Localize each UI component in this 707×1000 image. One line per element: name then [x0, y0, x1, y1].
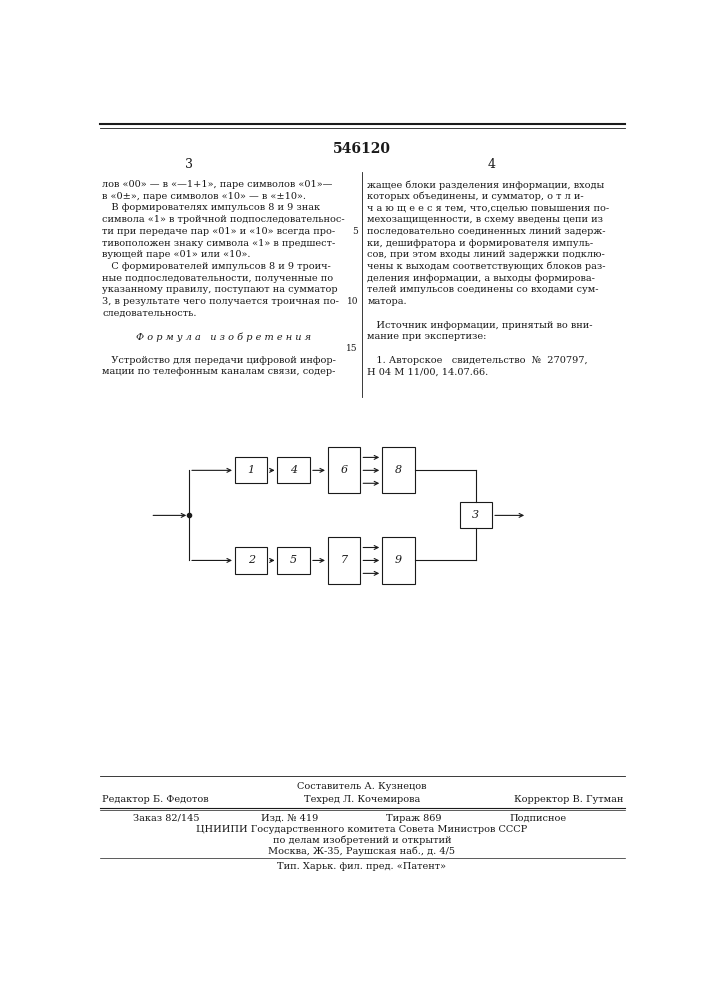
Text: ч а ю щ е е с я тем, что,сцелью повышения по-: ч а ю щ е е с я тем, что,сцелью повышени… [368, 203, 609, 212]
Text: Составитель А. Кузнецов: Составитель А. Кузнецов [297, 782, 427, 791]
Text: мехозащищенности, в схему введены цепи из: мехозащищенности, в схему введены цепи и… [368, 215, 603, 224]
Text: последовательно соединенных линий задерж-: последовательно соединенных линий задерж… [368, 227, 606, 236]
Text: мание при экспертизе:: мание при экспертизе: [368, 332, 486, 341]
Text: ные подпоследовательности, полученные по: ные подпоследовательности, полученные по [103, 274, 334, 283]
Text: которых объединены, и сумматор, о т л и-: которых объединены, и сумматор, о т л и- [368, 192, 584, 201]
Bar [460, 502, 492, 528]
Text: матора.: матора. [368, 297, 407, 306]
Text: Тип. Харьк. фил. пред. «Патент»: Тип. Харьк. фил. пред. «Патент» [277, 862, 446, 871]
Text: сов, при этом входы линий задержки подклю-: сов, при этом входы линий задержки подкл… [368, 250, 605, 259]
Text: Ф о р м у л а   и з о б р е т е н и я: Ф о р м у л а и з о б р е т е н и я [136, 332, 312, 342]
Text: Изд. № 419: Изд. № 419 [262, 814, 318, 823]
Text: ЦНИИПИ Государственного комитета Совета Министров СССР: ЦНИИПИ Государственного комитета Совета … [197, 825, 527, 834]
Text: вующей паре «01» или «10».: вующей паре «01» или «10». [103, 250, 251, 259]
Bar [382, 537, 414, 584]
Text: Подписное: Подписное [509, 814, 566, 823]
Text: 1: 1 [247, 465, 255, 475]
Text: 3, в результате чего получается троичная по-: 3, в результате чего получается троичная… [103, 297, 339, 306]
Text: Корректор В. Гутман: Корректор В. Гутман [514, 795, 623, 804]
Text: деления информации, а выходы формирова-: деления информации, а выходы формирова- [368, 274, 595, 283]
Text: 8: 8 [395, 465, 402, 475]
Text: в «0±», паре символов «10» — в «±10».: в «0±», паре символов «10» — в «±10». [103, 192, 306, 201]
Text: Тираж 869: Тираж 869 [386, 814, 442, 823]
Bar [235, 547, 267, 574]
Text: 4: 4 [487, 158, 496, 171]
Bar [328, 447, 361, 493]
Text: Заказ 82/145: Заказ 82/145 [133, 814, 199, 823]
Text: 6: 6 [341, 465, 348, 475]
Text: символа «1» в тройчной подпоследовательнос-: символа «1» в тройчной подпоследовательн… [103, 215, 345, 224]
Text: ти при передаче пар «01» и «10» всегда про-: ти при передаче пар «01» и «10» всегда п… [103, 227, 335, 236]
Text: следовательность.: следовательность. [103, 309, 197, 318]
Text: лов «00» — в «—1+1», паре символов «01»—: лов «00» — в «—1+1», паре символов «01»— [103, 180, 333, 189]
Text: Москва, Ж-35, Раушская наб., д. 4/5: Москва, Ж-35, Раушская наб., д. 4/5 [269, 846, 455, 856]
Bar [328, 537, 361, 584]
Text: жащее блоки разделения информации, входы: жащее блоки разделения информации, входы [368, 180, 604, 190]
Text: 7: 7 [341, 555, 348, 565]
Text: тивоположен знаку символа «1» в предшест-: тивоположен знаку символа «1» в предшест… [103, 239, 336, 248]
Text: 4: 4 [290, 465, 298, 475]
Text: Устройство для передачи цифровой инфор-: Устройство для передачи цифровой инфор- [103, 356, 337, 365]
Text: 1. Авторское   свидетельство  №  270797,: 1. Авторское свидетельство № 270797, [368, 356, 588, 365]
Text: мации по телефонным каналам связи, содер-: мации по телефонным каналам связи, содер… [103, 367, 336, 376]
Text: чены к выходам соответствующих блоков раз-: чены к выходам соответствующих блоков ра… [368, 262, 606, 271]
Text: В формирователях импульсов 8 и 9 знак: В формирователях импульсов 8 и 9 знак [103, 203, 320, 212]
Text: 3: 3 [472, 510, 479, 520]
Text: Техред Л. Кочемирова: Техред Л. Кочемирова [304, 795, 420, 804]
Text: 2: 2 [247, 555, 255, 565]
Bar [382, 447, 414, 493]
Text: 5: 5 [290, 555, 298, 565]
Bar [235, 457, 267, 483]
Text: по делам изобретений и открытий: по делам изобретений и открытий [273, 835, 451, 845]
Text: Источник информации, принятый во вни-: Источник информации, принятый во вни- [368, 321, 593, 330]
Text: ки, дешифратора и формирователя импуль-: ки, дешифратора и формирователя импуль- [368, 239, 593, 248]
Text: 5: 5 [352, 227, 358, 236]
Text: 9: 9 [395, 555, 402, 565]
Bar [277, 457, 310, 483]
Text: 15: 15 [346, 344, 358, 353]
Bar [277, 547, 310, 574]
Text: указанному правилу, поступают на сумматор: указанному правилу, поступают на суммато… [103, 285, 338, 294]
Text: Н 04 М 11/00, 14.07.66.: Н 04 М 11/00, 14.07.66. [368, 367, 489, 376]
Text: 3: 3 [185, 158, 193, 171]
Text: 10: 10 [346, 297, 358, 306]
Text: С формирователей импульсов 8 и 9 троич-: С формирователей импульсов 8 и 9 троич- [103, 262, 331, 271]
Text: Редактор Б. Федотов: Редактор Б. Федотов [103, 795, 209, 804]
Text: телей импульсов соединены со входами сум-: телей импульсов соединены со входами сум… [368, 285, 599, 294]
Text: 546120: 546120 [333, 142, 391, 156]
